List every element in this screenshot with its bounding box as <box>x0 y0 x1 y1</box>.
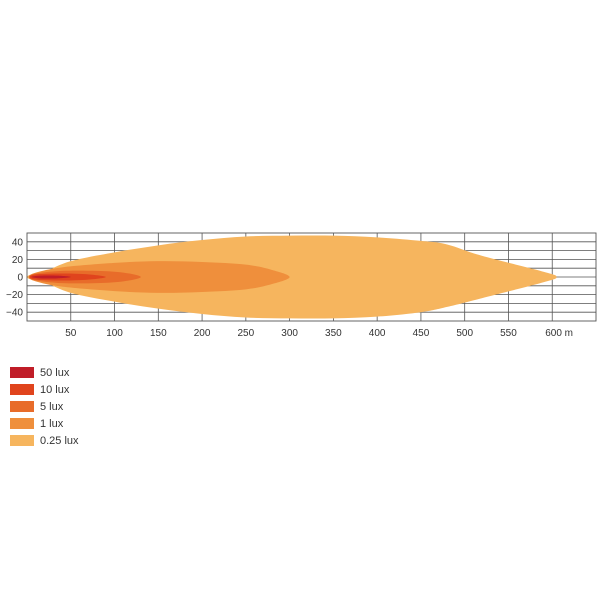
y-tick-label-2: 0 <box>17 273 23 284</box>
legend-swatch-50-lux <box>10 367 34 378</box>
legend-swatch-10-lux <box>10 384 34 395</box>
legend: 50 lux 10 lux 5 lux 1 lux 0.25 lux <box>10 364 79 449</box>
legend-item-10-lux: 10 lux <box>10 381 79 398</box>
light-distribution-areas <box>27 235 557 319</box>
plot-frame <box>26 232 597 322</box>
legend-label-1-lux: 1 lux <box>40 417 64 430</box>
area-0-25-lux <box>27 235 557 319</box>
x-tick-label-6: 350 <box>325 328 342 339</box>
area-50-lux <box>31 275 71 279</box>
x-tick-label-9: 500 <box>456 328 473 339</box>
legend-swatch-1-lux <box>10 418 34 429</box>
x-tick-label-4: 250 <box>238 328 255 339</box>
x-tick-label-11: 600 m <box>545 328 573 339</box>
x-tick-label-0: 50 <box>65 328 77 339</box>
legend-label-5-lux: 5 lux <box>40 400 64 413</box>
y-tick-label-1: 20 <box>12 255 24 266</box>
area-1-lux <box>28 261 290 293</box>
x-tick-label-3: 200 <box>194 328 211 339</box>
legend-swatch-0-25-lux <box>10 435 34 446</box>
x-axis-ticks: 50 100 150 200 250 300 350 400 450 500 550 600 m <box>65 328 573 339</box>
x-tick-label-2: 150 <box>150 328 167 339</box>
x-tick-label-5: 300 <box>281 328 298 339</box>
legend-item-50-lux: 50 lux <box>10 364 79 381</box>
x-tick-label-8: 450 <box>413 328 430 339</box>
legend-item-5-lux: 5 lux <box>10 398 79 415</box>
legend-label-0-25-lux: 0.25 lux <box>40 434 79 447</box>
x-tick-label-10: 550 <box>500 328 517 339</box>
legend-item-1-lux: 1 lux <box>10 415 79 432</box>
y-tick-label-3: −20 <box>6 290 23 301</box>
plot-border <box>26 232 597 322</box>
x-tick-label-7: 400 <box>369 328 386 339</box>
y-tick-label-4: −40 <box>6 308 23 319</box>
legend-label-50-lux: 50 lux <box>40 366 70 379</box>
y-axis-ticks: 40 20 0 −20 −40 <box>6 237 23 318</box>
y-tick-label-0: 40 <box>12 237 24 248</box>
legend-label-10-lux: 10 lux <box>40 383 70 396</box>
x-tick-label-1: 100 <box>106 328 123 339</box>
legend-item-0-25-lux: 0.25 lux <box>10 432 79 449</box>
legend-swatch-5-lux <box>10 401 34 412</box>
